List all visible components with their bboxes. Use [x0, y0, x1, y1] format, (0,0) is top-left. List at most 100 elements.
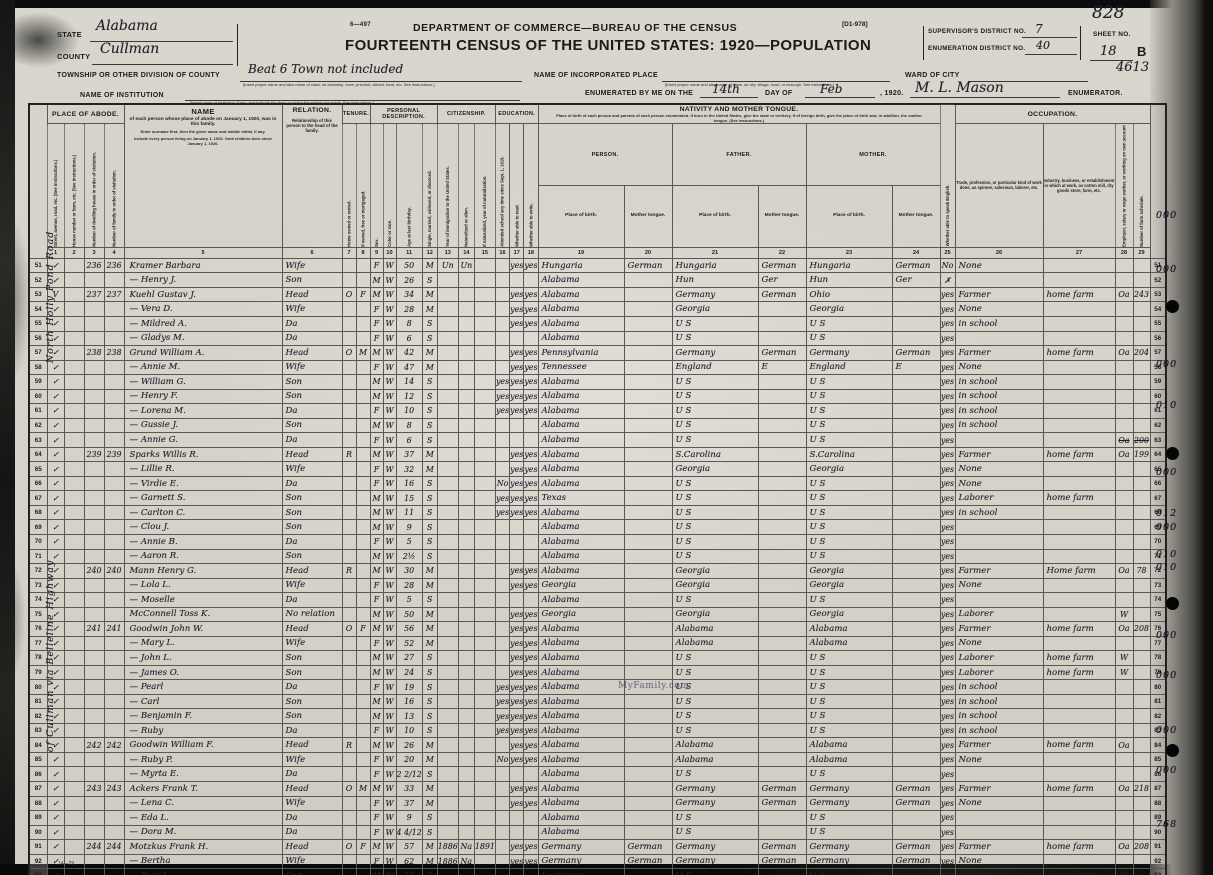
cell-age: 33: [395, 781, 423, 797]
cell-fam: [103, 708, 125, 724]
cell-read: [509, 810, 525, 826]
cell-own: [341, 664, 357, 681]
cell-ftong: [757, 374, 807, 390]
column-number: 8: [355, 246, 371, 259]
cell-mtong: [891, 519, 941, 535]
table-row: 93✓— Paul J.SonMW23SLouisianaU SU SyesLa…: [28, 868, 1167, 875]
cell-trade: Farmer: [954, 446, 1044, 463]
cell-mpob: Germany: [805, 839, 893, 855]
cell-color: W: [382, 417, 397, 434]
cell-farm: 78: [1132, 563, 1151, 579]
cell-ind: home farm: [1042, 781, 1116, 797]
cell-ind: [1042, 316, 1116, 332]
cell-eng: yes: [939, 853, 956, 870]
cell-age: 47: [395, 359, 423, 376]
cell-own: [341, 432, 357, 448]
row-number: 54: [28, 301, 48, 317]
cell-write: yes: [523, 461, 539, 477]
cell-natyr: [473, 257, 496, 274]
cell-natyr: [473, 432, 496, 448]
cell-rel: Head: [281, 621, 343, 637]
cell-mpob: U S: [805, 650, 893, 666]
cell-sch: yes: [494, 722, 511, 739]
cell-house: [63, 693, 85, 710]
cell-mort: [355, 737, 371, 753]
cell-color: W: [382, 388, 397, 405]
cell-fam: [103, 592, 125, 608]
margin-mark: 000: [1156, 724, 1178, 736]
column-number: 17: [509, 246, 525, 259]
cell-mar: M: [421, 257, 438, 274]
incorporated-rule: [662, 80, 890, 82]
cell-eng: yes: [939, 374, 956, 390]
cell-pob: Alabama: [537, 679, 625, 695]
cell-pob: Pennsylvania: [537, 345, 625, 361]
cell-rel: Head: [281, 781, 343, 797]
cell-own: [341, 519, 357, 535]
cell-farm: [1132, 316, 1151, 332]
cell-dw: [83, 490, 105, 506]
cell-tong: [623, 490, 673, 506]
cell-fpob: Georgia: [671, 563, 759, 579]
cell-mpob: Germany: [805, 345, 893, 361]
cell-fpob: U S: [671, 650, 759, 666]
cell-color: W: [382, 751, 397, 768]
cell-farm: [1132, 679, 1151, 695]
cell-ftong: [757, 606, 807, 623]
cell-emp: [1114, 403, 1134, 419]
cell-farm: 199: [1132, 446, 1151, 463]
cell-ftong: [757, 403, 807, 419]
row-number: 52: [28, 272, 48, 288]
cell-own: [341, 751, 357, 768]
cell-name: — Ruby P.: [123, 751, 283, 768]
cell-sch: [494, 417, 511, 434]
cell-imm: [436, 316, 459, 332]
cell-eng: yes: [939, 650, 956, 666]
margin-mark: 000: [1156, 467, 1178, 479]
cell-fpob: Hun: [671, 272, 759, 288]
column-number: 4: [103, 246, 125, 259]
cell-mar: S: [421, 533, 438, 550]
cell-mar: S: [421, 490, 438, 506]
row-number: 51: [1149, 257, 1167, 274]
cell-tong: [623, 635, 673, 652]
cell-sch: yes: [494, 708, 511, 724]
column-house-number: House number or farm, etc. (See instruct…: [64, 123, 84, 248]
cell-fpob: U S: [671, 374, 759, 390]
cell-dw: [83, 272, 105, 288]
cell-mar: M: [421, 563, 438, 579]
column-number: 15: [473, 246, 496, 259]
cell-write: yes: [523, 635, 539, 652]
cell-ind: home farm: [1042, 286, 1116, 303]
cell-sch: yes: [494, 388, 511, 405]
column-number: 27: [1042, 246, 1116, 259]
row-number: 70: [1149, 533, 1167, 550]
cell-fpob: U S: [671, 316, 759, 332]
cell-emp: Oa: [1114, 621, 1134, 637]
cell-pob: Alabama: [537, 592, 625, 608]
cell-name: — Benjamin F.: [123, 708, 283, 724]
cell-fam: [103, 722, 125, 739]
cell-age: 57: [395, 839, 423, 855]
cell-imm: [436, 504, 459, 521]
cell-imm: [436, 766, 459, 782]
cell-rel: Wife: [281, 359, 343, 376]
cell-natyr: [473, 853, 496, 870]
cell-age: 11: [395, 504, 423, 521]
row-number: 52: [1149, 272, 1167, 288]
cell-sex: M: [369, 693, 384, 710]
cell-tong: [623, 621, 673, 637]
column-number: 24: [891, 246, 941, 259]
cell-nat: [457, 781, 475, 797]
cell-ind: [1042, 722, 1116, 739]
cell-farm: [1132, 650, 1151, 666]
cell-fam: [103, 664, 125, 681]
cell-own: [341, 359, 357, 376]
state-value: Alabama: [96, 18, 158, 34]
township-note: [Insert proper name and also name of cla…: [243, 82, 435, 87]
cell-nat: [457, 737, 475, 753]
cell-emp: [1114, 359, 1134, 376]
